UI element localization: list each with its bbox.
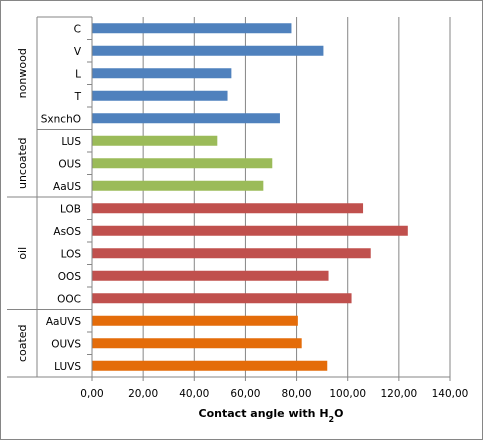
category-label: AaUVS — [46, 316, 81, 328]
bar-sxncho — [92, 113, 280, 124]
x-tick-label: 60,00 — [230, 388, 260, 400]
category-label: OUS — [58, 158, 81, 170]
bar-luvs — [92, 360, 328, 371]
axes — [7, 16, 451, 381]
category-label: C — [74, 23, 81, 35]
group-labels: nonwood uncoated oil coated — [16, 48, 29, 362]
x-tick-label: 100,00 — [329, 388, 366, 400]
bar-ous — [92, 158, 273, 169]
category-label: OOC — [57, 293, 81, 305]
category-label: L — [75, 68, 81, 80]
bar-t — [92, 90, 228, 101]
bar-lus — [92, 135, 218, 146]
bar-oos — [92, 270, 329, 281]
group-label-coated: coated — [16, 324, 29, 362]
bar-c — [92, 23, 292, 34]
category-label: LUVS — [54, 361, 81, 373]
group-label-oil: oil — [16, 247, 29, 260]
x-tick-label: 80,00 — [282, 388, 312, 400]
bar-ooc — [92, 293, 352, 304]
group-label-nonwood: nonwood — [16, 48, 29, 98]
bar-asos — [92, 225, 408, 236]
bar-aauvs — [92, 315, 298, 326]
bar-los — [92, 248, 371, 259]
bar-l — [92, 68, 232, 79]
bar-ouvs — [92, 338, 302, 349]
category-label: LOS — [61, 248, 82, 260]
bar-lob — [92, 203, 364, 214]
group-label-uncoated: uncoated — [16, 137, 29, 189]
category-label: AsOS — [53, 226, 81, 238]
bar-aaus — [92, 180, 264, 191]
category-label: AaUS — [53, 181, 81, 193]
bars — [92, 23, 408, 371]
category-label: OUVS — [51, 338, 81, 350]
x-tick-labels: 0,00 20,00 40,00 60,00 80,00 100,00 120,00 140,… — [80, 388, 468, 400]
x-tick-label: 0,00 — [80, 388, 103, 400]
category-label: T — [74, 91, 82, 103]
bar-v — [92, 45, 324, 56]
x-tick-label: 40,00 — [179, 388, 209, 400]
x-tick-label: 20,00 — [128, 388, 158, 400]
category-label: LOB — [60, 203, 81, 215]
x-tick-label: 140,00 — [432, 388, 469, 400]
category-label: LUS — [61, 136, 81, 148]
x-tick-label: 120,00 — [380, 388, 417, 400]
category-label: SxnchO — [41, 113, 81, 125]
x-axis-title: Contact angle with H2O — [199, 407, 344, 424]
category-label: OOS — [58, 271, 82, 283]
category-label: V — [74, 46, 82, 58]
